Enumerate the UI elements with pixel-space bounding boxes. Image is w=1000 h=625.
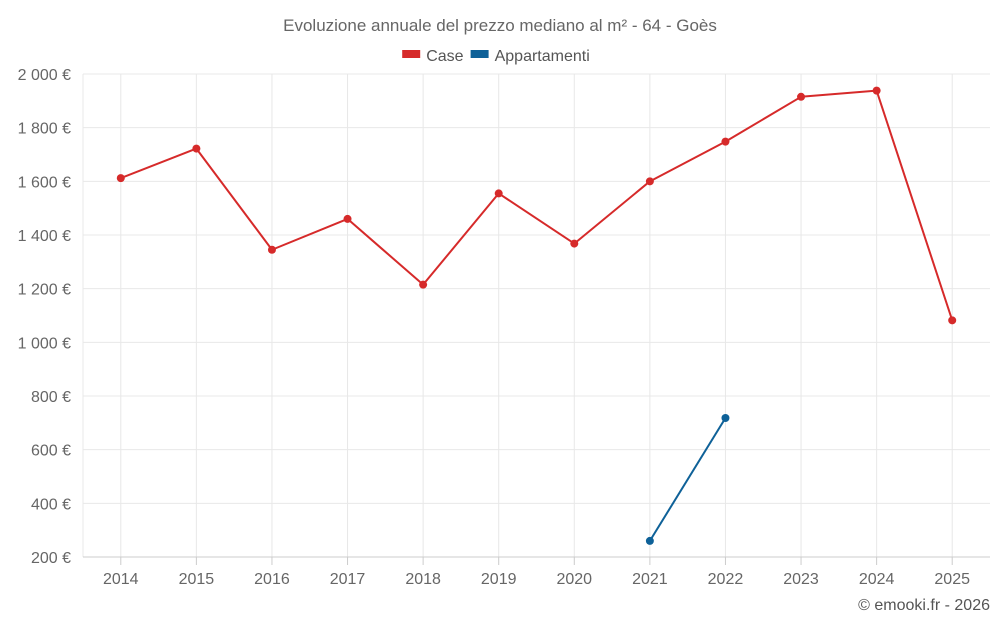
legend-swatch (470, 50, 489, 58)
x-tick-label: 2019 (481, 571, 517, 588)
legend-label: Appartamenti (495, 48, 590, 65)
y-tick-label: 800 € (31, 389, 71, 406)
x-tick-label: 2015 (179, 571, 215, 588)
data-point (267, 245, 276, 254)
x-tick-label: 2024 (859, 571, 895, 588)
data-point (645, 536, 654, 545)
series-appartamenti (645, 414, 730, 545)
x-tick-label: 2020 (556, 571, 592, 588)
legend-item-case: Case (402, 48, 464, 65)
y-tick-label: 1 800 € (18, 121, 71, 138)
x-tick-label: 2023 (783, 571, 819, 588)
x-tick-label: 2014 (103, 571, 139, 588)
legend-label: Case (426, 48, 463, 65)
x-tick-label: 2016 (254, 571, 290, 588)
legend: Case Appartamenti (402, 48, 590, 65)
data-point (570, 239, 579, 248)
y-tick-label: 400 € (31, 496, 71, 513)
legend-swatch (402, 50, 421, 58)
credit-text: © emooki.fr - 2026 (858, 597, 990, 614)
data-point (116, 174, 125, 183)
y-tick-label: 200 € (31, 550, 71, 567)
y-tick-label: 1 600 € (18, 174, 71, 191)
series-layer (116, 86, 957, 545)
data-point (343, 214, 352, 223)
data-point (192, 144, 201, 153)
data-point (797, 92, 806, 101)
data-point (645, 177, 654, 186)
y-tick-label: 1 400 € (18, 228, 71, 245)
y-axis: 200 € 400 € 600 € 800 € 1 000 € 1 200 € 1 400 … (18, 67, 71, 567)
series-line (120, 89, 954, 321)
x-tick-label: 2017 (330, 571, 366, 588)
x-tick-label: 2022 (708, 571, 744, 588)
x-tick-label: 2018 (405, 571, 441, 588)
x-tick-label: 2021 (632, 571, 668, 588)
grid (82, 73, 990, 558)
data-point (948, 316, 957, 325)
series-line (649, 417, 727, 542)
x-tick-label: 2025 (934, 571, 970, 588)
data-point (721, 414, 730, 423)
y-tick-label: 2 000 € (18, 67, 71, 84)
y-tick-label: 1 000 € (18, 335, 71, 352)
y-tick-label: 600 € (31, 443, 71, 460)
series-case (116, 86, 957, 325)
x-axis: 2014 2015 2016 2017 2018 2019 2020 2021 2022 2023… (83, 556, 990, 588)
data-point (494, 189, 503, 198)
data-point (872, 86, 881, 95)
data-point (721, 137, 730, 146)
chart-title: Evoluzione annuale del prezzo mediano al… (283, 16, 717, 35)
legend-item-appartamenti: Appartamenti (470, 48, 590, 65)
y-tick-label: 1 200 € (18, 282, 71, 299)
data-point (419, 280, 428, 289)
